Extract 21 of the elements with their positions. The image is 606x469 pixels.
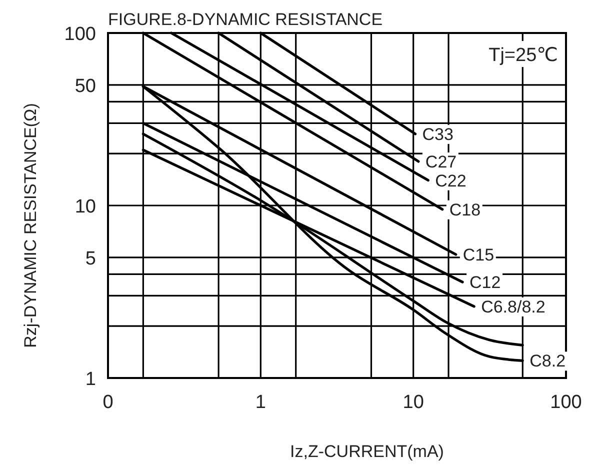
x-tick-label: 1 [255,392,266,413]
series-label: C6.8/8.2 [481,297,546,316]
chart-title: FIGURE.8-DYNAMIC RESISTANCE [108,10,383,29]
x-tick-label: 100 [550,392,582,413]
y-tick-label: 5 [85,248,96,270]
series-label: C18 [449,200,481,220]
x-tick-label: 10 [402,392,424,413]
series-label: C8.2 [530,352,566,371]
y-tick-label: 50 [74,76,96,97]
y-tick-label: 10 [74,196,96,218]
series-label: C22 [435,171,466,190]
series-label: C27 [425,152,457,172]
y-axis-title: Rzj-DYNAMIC RESISTANCE(Ω) [21,103,40,348]
series-label: C33 [422,124,454,144]
x-axis-title: Iz,Z-CURRENT(mA) [290,442,444,461]
x-tick-label: 0 [102,392,114,413]
series-label: C12 [470,273,501,292]
series-label: C15 [462,245,494,264]
annotation: Tj=25℃ [488,45,558,66]
y-tick-label: 100 [64,24,96,45]
y-tick-label: 1 [85,369,96,390]
